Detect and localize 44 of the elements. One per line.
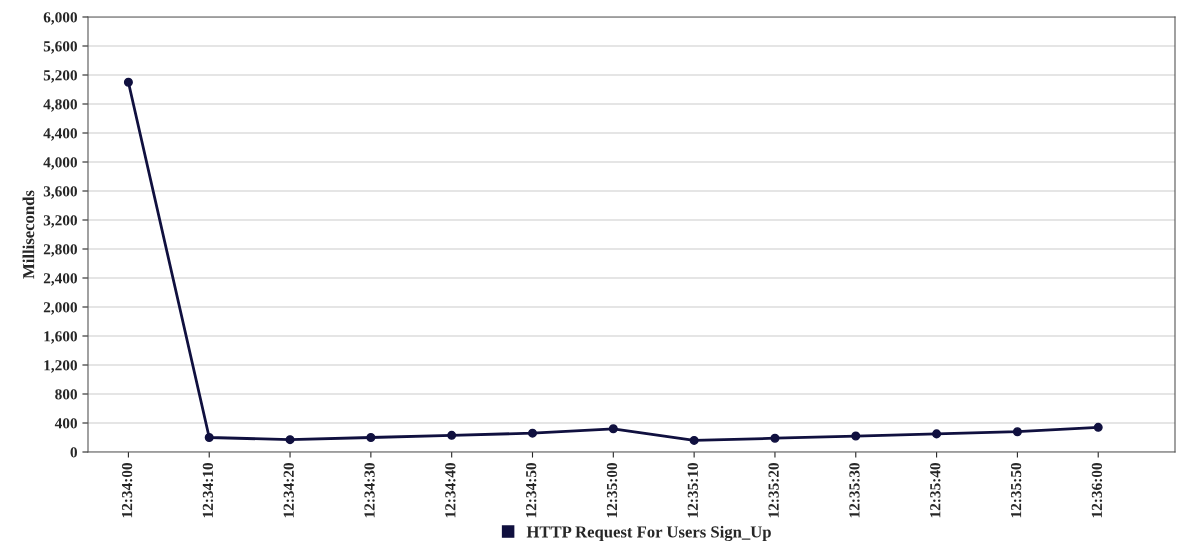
point: [608, 424, 618, 434]
y-tick-label: 2,000: [43, 302, 77, 315]
y-tick-label: 4,400: [43, 128, 77, 141]
point: [447, 430, 457, 440]
y-tick-label: 5,200: [43, 70, 77, 83]
point: [123, 77, 133, 87]
y-tick-label: 5,600: [43, 41, 77, 54]
point: [770, 433, 780, 443]
x-tick-label: 12:35:00: [606, 463, 618, 518]
y-axis-title: Milliseconds: [22, 190, 35, 279]
y-tick-label: 3,600: [43, 186, 77, 199]
point: [1012, 427, 1022, 437]
x-tick-label: 12:35:40: [930, 463, 941, 518]
x-tick-label: 12:35:50: [1010, 463, 1022, 518]
legend-label: HTTP Request For Users Sign_Up: [526, 525, 771, 542]
x-tick-label: 12:34:40: [445, 463, 456, 518]
y-tick-label: 4,000: [43, 157, 77, 170]
x-tick-label: 12:34:30: [364, 463, 375, 518]
y-tick-label: 400: [54, 418, 77, 429]
x-tick-label: 12:34:50: [526, 463, 537, 518]
point: [851, 431, 861, 441]
y-tick-label: 2,400: [43, 273, 77, 286]
x-tick-label: 12:35:10: [687, 463, 699, 518]
x-tick-label: 12:36:00: [1091, 463, 1103, 518]
y-tick-label: 4,800: [43, 99, 77, 112]
point: [285, 435, 295, 445]
point: [527, 428, 538, 438]
point: [689, 435, 699, 445]
y-tick-label: 1,200: [44, 360, 77, 373]
point: [366, 432, 376, 443]
x-tick-label: 12:34:10: [202, 463, 214, 518]
x-tick-label: 12:34:00: [121, 463, 133, 518]
y-tick-label: 1,600: [44, 331, 77, 344]
point: [932, 429, 942, 439]
x-tick-label: 12:35:30: [849, 463, 860, 518]
y-tick-label: 6,000: [43, 12, 77, 25]
point: [204, 432, 214, 443]
y-tick-label: 800: [55, 389, 77, 400]
y-tick-label: 2,800: [43, 244, 77, 257]
point: [1093, 422, 1103, 432]
y-tick-label: 3,200: [43, 215, 77, 228]
x-tick-label: 12:34:20: [283, 463, 294, 518]
x-tick-label: 12:35:20: [768, 463, 779, 518]
y-tick-label: 0: [70, 447, 77, 458]
